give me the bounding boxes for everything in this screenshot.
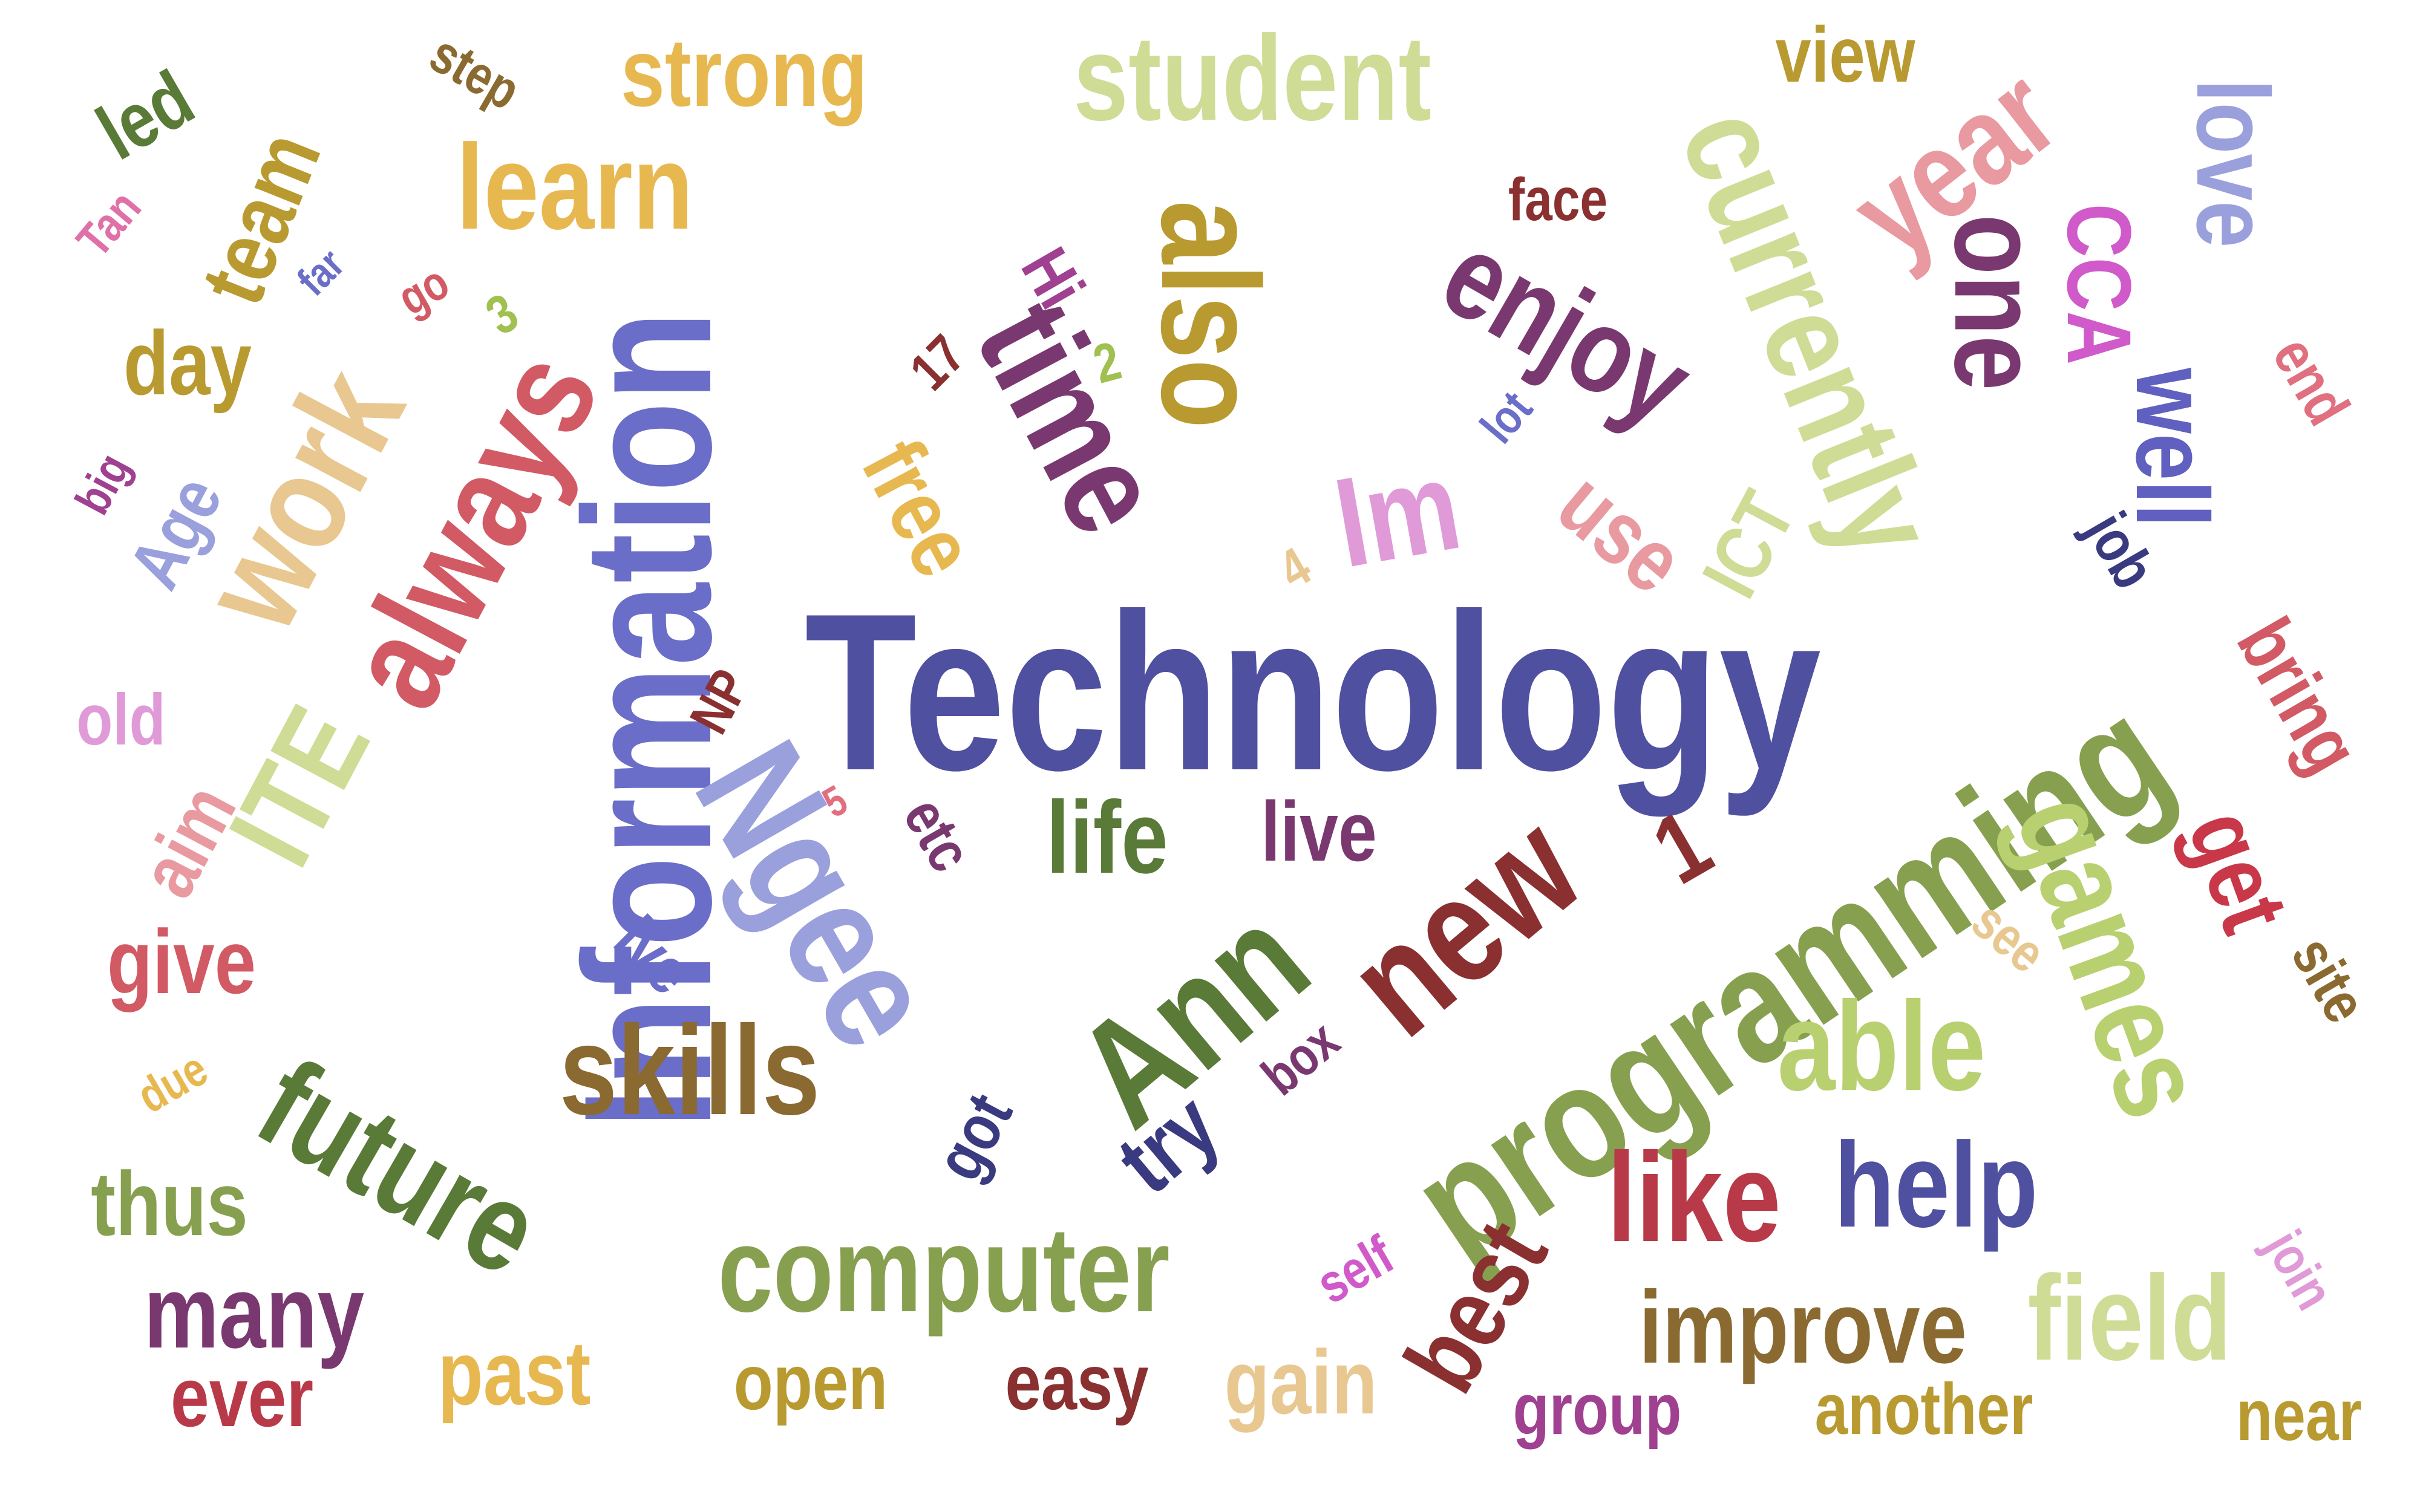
- word-step: step: [420, 23, 530, 122]
- word-life: life: [1046, 780, 1168, 895]
- word-day: day: [123, 312, 252, 414]
- word-help: help: [1834, 1118, 2038, 1253]
- word-17: 17: [898, 324, 977, 402]
- word-able: able: [1777, 975, 1986, 1117]
- word-many: many: [143, 1255, 365, 1370]
- word-im: Im: [1325, 433, 1470, 595]
- word-also: also: [1133, 200, 1288, 429]
- word-easy: easy: [1005, 1338, 1149, 1426]
- word-thus: thus: [91, 1153, 248, 1254]
- word-got: got: [921, 1081, 1027, 1192]
- word-end: end: [2260, 325, 2363, 437]
- word-live: live: [1261, 784, 1377, 879]
- word-computer: computer: [718, 1202, 1170, 1337]
- word-self: self: [1306, 1224, 1404, 1316]
- word-strong: strong: [620, 18, 868, 126]
- word-field: field: [2027, 1251, 2232, 1386]
- word-view: view: [1775, 10, 1915, 99]
- word-gain: gain: [1224, 1331, 1378, 1433]
- word-old: old: [76, 679, 166, 760]
- word-near: near: [2236, 1375, 2362, 1456]
- word-improve: improve: [1638, 1270, 1967, 1385]
- word-student: student: [1073, 11, 1432, 146]
- word-site: site: [2278, 925, 2380, 1034]
- word-skills: skills: [559, 999, 820, 1141]
- word-well: well: [2114, 368, 2229, 527]
- word-led: led: [82, 53, 208, 177]
- word-tan: Tan: [66, 180, 151, 267]
- word-open: open: [733, 1338, 888, 1426]
- word-enjoy: enjoy: [1421, 206, 1713, 453]
- word-due: due: [128, 1041, 217, 1124]
- word-go: go: [388, 254, 458, 326]
- word-get: get: [2167, 796, 2310, 945]
- word-ever: ever: [170, 1349, 314, 1444]
- word-join: join: [2252, 1220, 2346, 1320]
- word-ite: ITE: [203, 686, 395, 886]
- word-big: big: [65, 445, 140, 523]
- word-free: free: [842, 423, 997, 593]
- word-3: 3: [476, 282, 528, 347]
- word-like: like: [1607, 1126, 1781, 1268]
- word-bring: bring: [2220, 604, 2378, 787]
- word-past: past: [437, 1322, 591, 1424]
- word-another: another: [1814, 1369, 2033, 1450]
- word-love: love: [2175, 79, 2290, 248]
- word-give: give: [106, 911, 257, 1012]
- word-face: face: [1508, 166, 1608, 233]
- word-cca: CCA: [2049, 203, 2150, 365]
- word-learn: learn: [456, 120, 693, 255]
- word-technology: Technology: [805, 567, 1821, 817]
- word-group: group: [1512, 1369, 1682, 1450]
- word-lot: lot: [1470, 381, 1543, 453]
